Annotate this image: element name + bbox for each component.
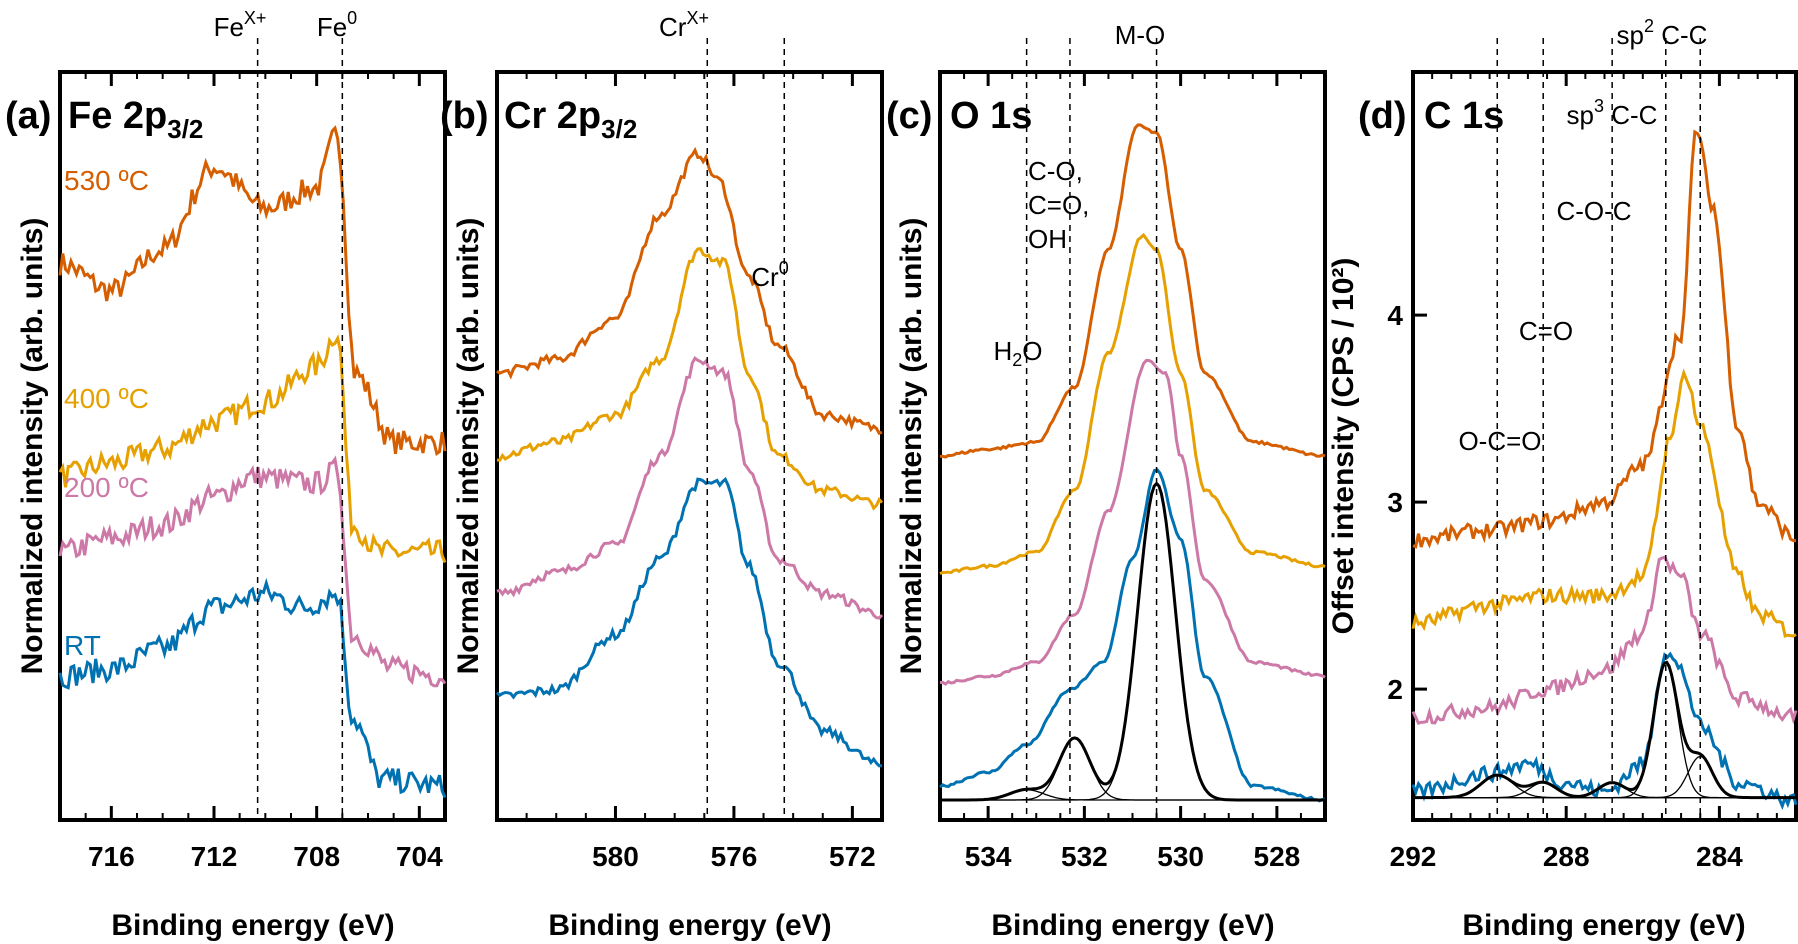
panel-c-xlabel: Binding energy (eV) — [991, 909, 1274, 942]
panel-c-series — [939, 123, 1326, 803]
panel-a-xlabel: Binding energy (eV) — [111, 909, 394, 942]
panel-c: 534 532 530 528 (c) O 1s Normalized intensi… — [886, 20, 1327, 942]
panel-b-ylabel: Normalized intensity (arb. units) — [452, 218, 485, 675]
series-line-a-RT — [58, 577, 447, 799]
xtick-label-c-0: 534 — [965, 841, 1012, 872]
series-line-d-200 — [1411, 555, 1798, 726]
series-line-b-RT — [495, 476, 883, 768]
xtick-label-b-1: 576 — [711, 841, 758, 872]
panel-a-title-sub: 3/2 — [167, 114, 203, 144]
panel-b-letter: (b) — [440, 95, 489, 137]
series-line-b-530 — [496, 146, 883, 436]
ytick-label-d-0: 2 — [1387, 674, 1403, 705]
series-label-200: 200 ºC — [64, 472, 149, 503]
series-label-400: 400 ºC — [64, 383, 149, 414]
panel-c-ylabel: Normalized intensity (arb. units) — [895, 218, 928, 675]
panel-d-ticks: 292 288 284 2 3 4 — [1387, 38, 1797, 872]
peak-d-sp2: sp2 C-C — [1617, 16, 1708, 50]
panel-c-frame — [938, 70, 1327, 822]
series-label-530: 530 ºC — [64, 165, 149, 196]
panel-d-title: C 1s — [1424, 95, 1504, 137]
panel-b-series — [495, 146, 884, 768]
series-line-d-400 — [1411, 368, 1797, 638]
series-line-a-530 — [58, 125, 447, 456]
panel-a-ylabel: Normalized intensity (arb. units) — [16, 218, 49, 675]
ytick-label-d-1: 3 — [1387, 487, 1403, 518]
panel-b: 580 576 572 (b) Cr 2p3/2 Normalized intens… — [440, 8, 884, 942]
peak-d-co: C=O — [1519, 316, 1573, 346]
panel-d: 292 288 284 2 3 4 (d) C 1s Offset intensity (… — [1327, 16, 1798, 942]
panel-a-series — [58, 125, 447, 799]
series-line-c-200 — [939, 358, 1326, 686]
panel-b-title: Cr 2p3/2 — [504, 95, 637, 144]
panel-a-title-main: Fe 2p — [68, 95, 167, 137]
peak-c-mo: M-O — [1115, 20, 1166, 50]
fit-envelope-c — [940, 481, 1325, 802]
fit-envelope-d — [1413, 660, 1796, 800]
xtick-label-d-2: 284 — [1696, 841, 1743, 872]
panel-b-title-main: Cr 2p — [504, 95, 601, 137]
peak-b-cr0: Cr0 — [751, 258, 788, 292]
series-line-c-RT — [939, 468, 1326, 803]
panel-d-ylabel: Offset intensity (CPS / 10²) — [1327, 258, 1360, 635]
xtick-label-b-2: 572 — [829, 841, 876, 872]
series-line-d-RT — [1411, 651, 1798, 811]
ytick-label-d-2: 4 — [1387, 300, 1403, 331]
peak-b-crx: CrX+ — [659, 8, 709, 42]
series-line-a-400 — [58, 334, 447, 564]
xtick-label-b-0: 580 — [592, 841, 639, 872]
series-label-rt: RT — [64, 630, 101, 661]
panel-c-title: O 1s — [950, 95, 1032, 137]
panel-c-letter: (c) — [886, 95, 932, 137]
panel-d-series — [1411, 129, 1798, 811]
peak-b-cr0-main: Cr — [751, 262, 779, 292]
peak-a-fex: FeX+ — [214, 8, 267, 42]
series-line-b-400 — [496, 246, 884, 511]
fit-component-c-2 — [940, 482, 1325, 801]
panel-c-ticks: 534 532 530 528 — [939, 38, 1326, 872]
series-line-d-530 — [1412, 129, 1796, 549]
peak-b-cr0-sup: 0 — [779, 258, 789, 278]
series-line-a-200 — [58, 455, 447, 688]
panel-d-letter: (d) — [1358, 95, 1407, 137]
peak-a-fex-sup: X+ — [244, 8, 267, 28]
xtick-label-d-0: 292 — [1390, 841, 1437, 872]
peak-c-co: C-O, C=O, OH — [1028, 156, 1089, 254]
panel-a: 716 712 708 704 (a) Fe 2p3/2 530 ºC 400 ºC … — [5, 8, 447, 942]
xtick-label-c-3: 528 — [1254, 841, 1301, 872]
panel-a-letter: (a) — [5, 95, 51, 137]
panel-b-frame — [495, 70, 884, 822]
peak-b-crx-sup: X+ — [686, 8, 709, 28]
xtick-label-d-1: 288 — [1543, 841, 1590, 872]
xtick-label-a-0: 716 — [88, 841, 135, 872]
peak-d-ocoo: O-C=O — [1458, 426, 1541, 456]
peak-b-crx-main: Cr — [659, 12, 687, 42]
panel-b-ticks: 580 576 572 — [496, 38, 883, 872]
peak-a-fe0-main: Fe — [317, 12, 347, 42]
panel-b-xlabel: Binding energy (eV) — [548, 909, 831, 942]
series-line-b-200 — [496, 355, 884, 620]
xtick-label-c-1: 532 — [1061, 841, 1108, 872]
panel-d-fit — [1413, 660, 1796, 800]
peak-d-sp3: sp3 C-C — [1567, 96, 1658, 130]
peak-d-coc: C-O-C — [1556, 196, 1631, 226]
panel-d-xlabel: Binding energy (eV) — [1462, 909, 1745, 942]
peak-a-fe0: Fe0 — [317, 8, 357, 42]
xtick-label-a-1: 712 — [191, 841, 238, 872]
panel-b-title-sub: 3/2 — [601, 114, 637, 144]
xtick-label-a-3: 704 — [396, 841, 443, 872]
panel-c-fit — [940, 481, 1325, 802]
panel-a-ticks: 716 712 708 704 — [59, 38, 446, 872]
peak-a-fe0-sup: 0 — [347, 8, 357, 28]
peak-c-h2o: H2O — [993, 336, 1042, 370]
xtick-label-a-2: 708 — [293, 841, 340, 872]
panel-a-title: Fe 2p3/2 — [68, 95, 203, 144]
xtick-label-c-2: 530 — [1157, 841, 1204, 872]
series-line-c-400 — [939, 232, 1326, 575]
peak-a-fex-main: Fe — [214, 12, 244, 42]
series-line-c-530 — [940, 123, 1326, 459]
